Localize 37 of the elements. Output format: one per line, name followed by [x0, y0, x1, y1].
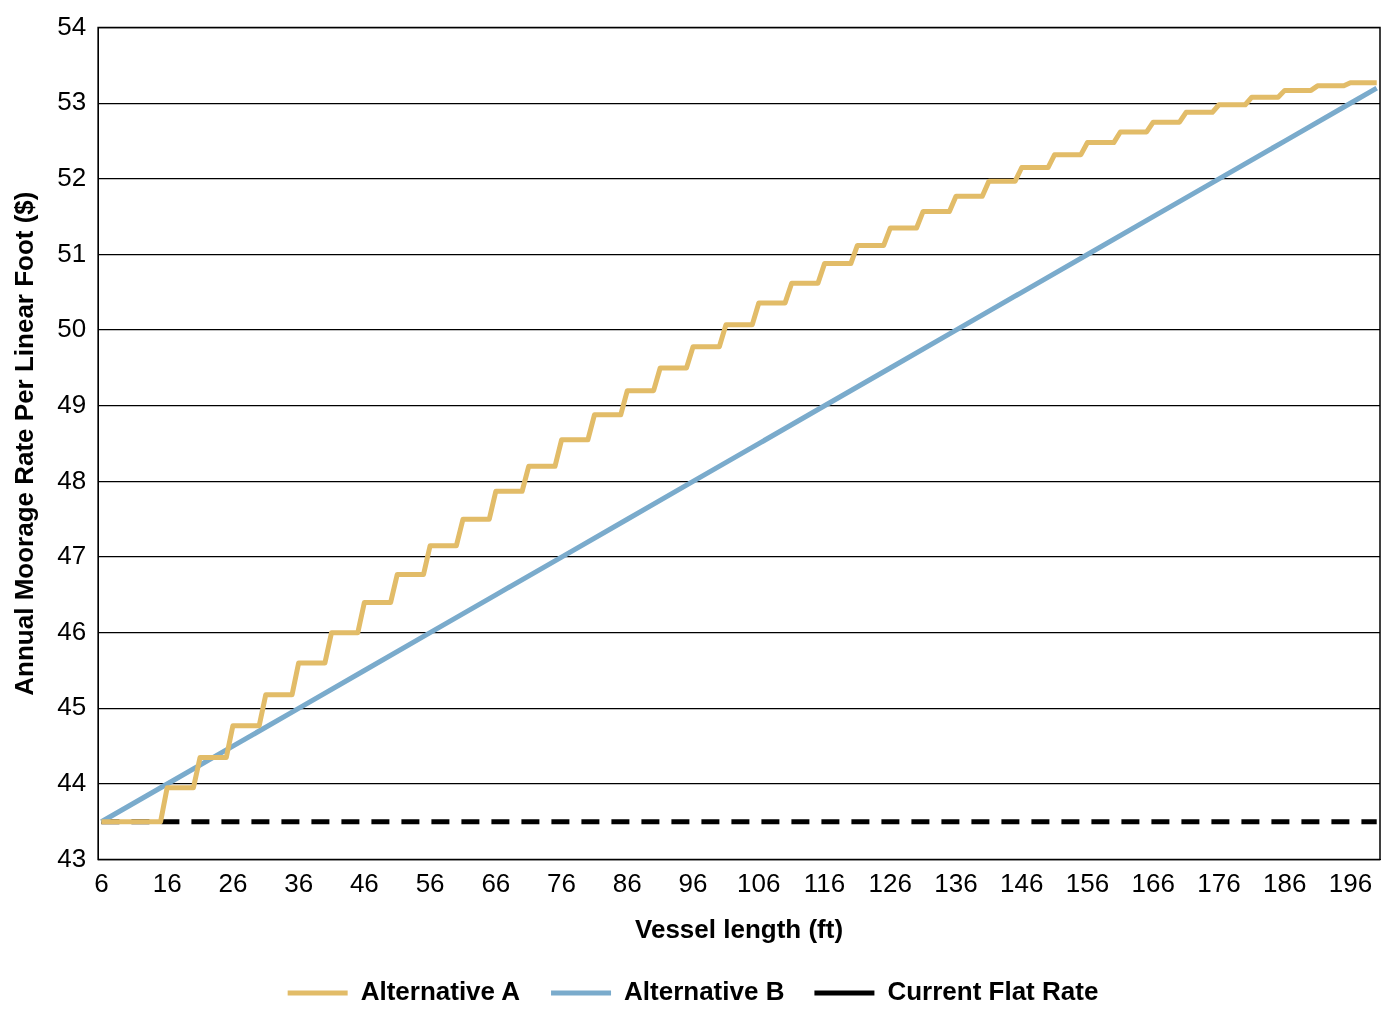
y-tick-label: 49: [57, 388, 87, 419]
y-tick-label: 48: [57, 464, 87, 495]
x-tick-label: 36: [284, 868, 314, 899]
x-tick-label: 26: [218, 868, 248, 899]
x-tick-label: 6: [94, 868, 109, 899]
x-tick-label: 146: [1000, 868, 1044, 899]
x-tick-label: 46: [349, 868, 379, 899]
y-tick-label: 47: [57, 540, 87, 571]
x-tick-label: 66: [481, 868, 511, 899]
y-tick-label: 53: [57, 86, 87, 117]
legend-label: Alternative B: [624, 976, 785, 1007]
x-tick-label: 56: [415, 868, 445, 899]
y-tick-label: 52: [57, 162, 87, 193]
x-tick-label: 126: [868, 868, 912, 899]
y-tick-label: 54: [57, 10, 87, 41]
x-tick-label: 76: [547, 868, 577, 899]
y-tick-label: 46: [57, 615, 87, 646]
x-tick-label: 186: [1262, 868, 1307, 899]
y-axis-title: Annual Moorage Rate Per Linear Foot ($): [8, 191, 39, 696]
x-tick-label: 166: [1131, 868, 1175, 899]
x-tick-label: 176: [1197, 868, 1241, 899]
x-tick-label: 136: [934, 868, 978, 899]
x-tick-label: 156: [1065, 868, 1110, 899]
x-tick-label: 116: [803, 868, 846, 899]
y-tick-label: 50: [57, 313, 87, 344]
legend-label: Alternative A: [360, 976, 521, 1007]
y-tick-label: 43: [57, 842, 87, 873]
x-tick-label: 106: [737, 868, 781, 899]
x-axis-title: Vessel length (ft): [635, 913, 844, 944]
x-tick-label: 86: [612, 868, 642, 899]
x-tick-label: 16: [152, 868, 182, 899]
y-tick-label: 44: [57, 767, 87, 798]
y-tick-label: 51: [57, 237, 87, 268]
y-tick-label: 45: [57, 691, 87, 722]
legend-label: Current Flat Rate: [887, 976, 1099, 1007]
x-tick-label: 96: [678, 868, 708, 899]
x-tick-label: 196: [1328, 868, 1373, 899]
